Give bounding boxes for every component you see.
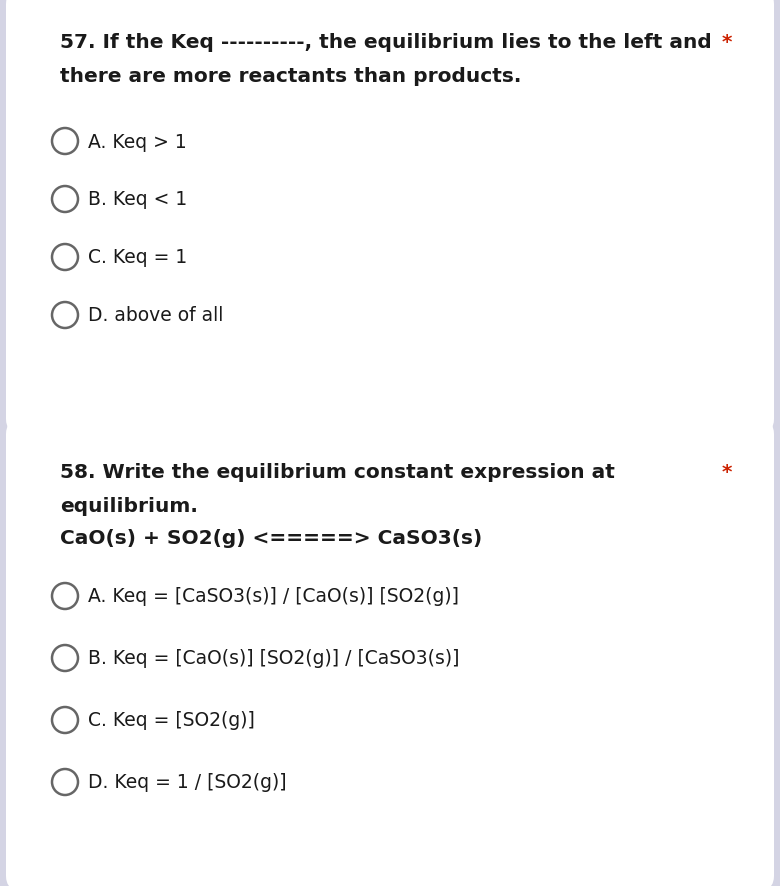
Text: D. Keq = 1 / [SO2(g)]: D. Keq = 1 / [SO2(g)] (88, 773, 286, 791)
Text: *: * (722, 462, 732, 481)
Text: equilibrium.: equilibrium. (60, 496, 198, 516)
Text: *: * (722, 33, 732, 52)
Text: A. Keq = [CaSO3(s)] / [CaO(s)] [SO2(g)]: A. Keq = [CaSO3(s)] / [CaO(s)] [SO2(g)] (88, 587, 459, 606)
Text: A. Keq > 1: A. Keq > 1 (88, 132, 186, 152)
Text: 58. Write the equilibrium constant expression at: 58. Write the equilibrium constant expre… (60, 462, 615, 481)
FancyBboxPatch shape (6, 421, 774, 886)
Text: C. Keq = 1: C. Keq = 1 (88, 248, 187, 268)
Text: CaO(s) + SO2(g) <=====> CaSO3(s): CaO(s) + SO2(g) <=====> CaSO3(s) (60, 528, 482, 548)
Text: there are more reactants than products.: there are more reactants than products. (60, 67, 521, 86)
Text: 57. If the Keq ----------, the equilibrium lies to the left and: 57. If the Keq ----------, the equilibri… (60, 33, 711, 52)
Text: C. Keq = [SO2(g)]: C. Keq = [SO2(g)] (88, 711, 255, 730)
FancyBboxPatch shape (6, 0, 774, 433)
Text: B. Keq = [CaO(s)] [SO2(g)] / [CaSO3(s)]: B. Keq = [CaO(s)] [SO2(g)] / [CaSO3(s)] (88, 649, 459, 668)
Text: B. Keq < 1: B. Keq < 1 (88, 190, 187, 209)
Text: D. above of all: D. above of all (88, 307, 223, 325)
